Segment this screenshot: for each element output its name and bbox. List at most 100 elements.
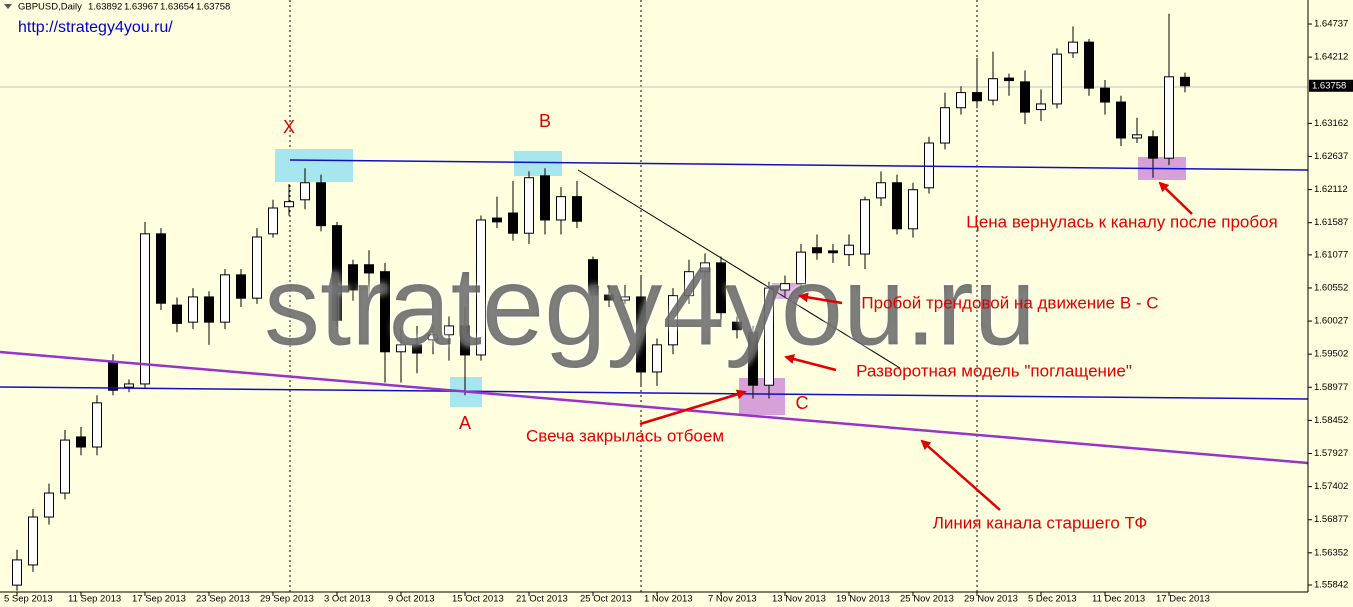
candle-body bbox=[876, 182, 886, 199]
candle-body bbox=[460, 325, 470, 356]
x-tick-label: 25 Nov 2013 bbox=[900, 594, 954, 605]
x-tick-label: 17 Sep 2013 bbox=[132, 594, 186, 605]
header-high: 1.63967 bbox=[124, 2, 158, 13]
candle-body bbox=[476, 219, 486, 356]
y-tick-label: 1.64212 bbox=[1314, 52, 1348, 63]
arrow bbox=[639, 389, 747, 426]
y-tick-label: 1.55842 bbox=[1314, 580, 1348, 591]
x-tick-label: 15 Oct 2013 bbox=[452, 594, 504, 605]
point-label: B bbox=[539, 111, 551, 131]
y-tick-label: 1.61077 bbox=[1314, 249, 1348, 260]
candle-body bbox=[92, 402, 102, 448]
candle-body bbox=[764, 287, 774, 386]
candle-body bbox=[1004, 77, 1014, 82]
candle-body bbox=[1084, 41, 1094, 89]
y-tick-label: 1.60552 bbox=[1314, 282, 1348, 293]
candle-body bbox=[828, 250, 838, 254]
candle-body bbox=[892, 182, 902, 230]
candle-body bbox=[364, 264, 374, 274]
candle-body bbox=[972, 92, 982, 102]
candles bbox=[12, 13, 1190, 591]
x-tick-label: 17 Dec 2013 bbox=[1156, 594, 1210, 605]
y-tick-label: 1.59502 bbox=[1314, 349, 1348, 360]
x-tick-label: 25 Oct 2013 bbox=[580, 594, 632, 605]
candle-body bbox=[172, 304, 182, 324]
highlight-box bbox=[739, 378, 785, 415]
candle-body bbox=[988, 78, 998, 101]
candle-body bbox=[812, 247, 822, 254]
candle-body bbox=[1132, 134, 1142, 139]
current-price-label: 1.63758 bbox=[1312, 80, 1346, 91]
candle-body bbox=[924, 142, 934, 189]
candle-body bbox=[860, 199, 870, 255]
candle-body bbox=[652, 344, 662, 373]
chart-title: GBPUSD,Daily bbox=[18, 2, 82, 13]
candle-body bbox=[748, 331, 758, 386]
candle-body bbox=[844, 244, 854, 256]
x-tick-label: 3 Oct 2013 bbox=[324, 594, 370, 605]
candle-body bbox=[300, 182, 310, 201]
current-price-box bbox=[1309, 79, 1353, 92]
candle-body bbox=[780, 283, 790, 291]
candle-body bbox=[348, 264, 358, 291]
header-low: 1.63654 bbox=[160, 2, 194, 13]
candle-body bbox=[716, 262, 726, 314]
x-tick-label: 11 Dec 2013 bbox=[1092, 594, 1145, 605]
drawings-front: strategy4you.ru X B A C Цена вернулась к… bbox=[0, 19, 1309, 532]
candle-body bbox=[268, 207, 278, 235]
watermark: strategy4you.ru bbox=[264, 244, 1036, 369]
y-tick-label: 1.58977 bbox=[1314, 382, 1348, 393]
candle-body bbox=[604, 294, 614, 301]
annotation: Разворотная модель "поглащение" bbox=[856, 361, 1132, 380]
x-tick-label: 11 Sep 2013 bbox=[68, 594, 121, 605]
candle-body bbox=[1036, 103, 1046, 111]
candle-body bbox=[588, 259, 598, 296]
candle-body bbox=[1020, 81, 1030, 113]
candle-body bbox=[44, 492, 54, 518]
x-tick-label: 5 Dec 2013 bbox=[1028, 594, 1077, 605]
y-tick-label: 1.62112 bbox=[1314, 184, 1348, 195]
candle-body bbox=[572, 196, 582, 222]
candle-body bbox=[956, 92, 966, 109]
menu-icon bbox=[4, 4, 12, 9]
y-tick-label: 1.61587 bbox=[1314, 217, 1348, 228]
candle-body bbox=[684, 271, 694, 297]
candle-body bbox=[76, 436, 86, 448]
y-tick-label: 1.56877 bbox=[1314, 514, 1348, 525]
candle-body bbox=[124, 383, 134, 388]
candle-body bbox=[796, 251, 806, 285]
trend-line bbox=[577, 169, 901, 369]
candle-body bbox=[380, 271, 390, 353]
candle-body bbox=[188, 296, 198, 323]
y-tick-label: 1.57402 bbox=[1314, 481, 1348, 492]
candle-body bbox=[444, 325, 454, 336]
candle-body bbox=[732, 321, 742, 331]
candle-body bbox=[108, 361, 118, 391]
candle-body bbox=[316, 182, 326, 227]
candle-body bbox=[940, 107, 950, 144]
candle-body bbox=[1148, 136, 1158, 159]
header-close: 1.63758 bbox=[196, 2, 230, 13]
annotation: Пробой трендовой на движение В - С bbox=[861, 293, 1158, 312]
candle-body bbox=[220, 274, 230, 323]
site-link: http://strategy4you.ru/ bbox=[18, 19, 173, 36]
candle-body bbox=[908, 189, 918, 230]
candle-body bbox=[1052, 53, 1062, 105]
candle-body bbox=[140, 233, 150, 385]
highlight-box bbox=[772, 283, 800, 299]
candle-body bbox=[284, 201, 294, 208]
candle-body bbox=[12, 559, 22, 586]
higher-tf-channel-line bbox=[0, 350, 1309, 465]
annotation: Цена вернулась к каналу после пробоя bbox=[966, 212, 1278, 231]
y-tick-label: 1.58452 bbox=[1314, 415, 1348, 426]
candle-body bbox=[1164, 76, 1174, 159]
candle-body bbox=[156, 233, 166, 304]
highlight-box bbox=[275, 149, 353, 182]
candle-body bbox=[556, 196, 566, 221]
x-tick-label: 29 Nov 2013 bbox=[964, 594, 1018, 605]
candle-body bbox=[1100, 87, 1110, 103]
candle-body bbox=[620, 296, 630, 301]
candle-body bbox=[60, 439, 70, 494]
